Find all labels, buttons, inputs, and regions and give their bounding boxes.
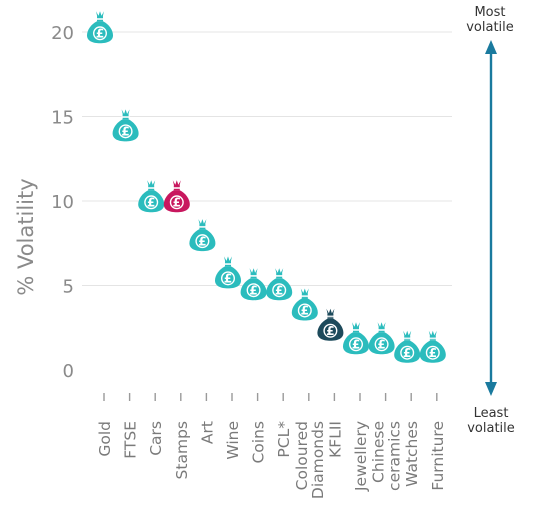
y-tick-label: 5 — [63, 277, 74, 298]
svg-text:£: £ — [275, 283, 283, 297]
svg-text:£: £ — [377, 337, 385, 351]
svg-text:£: £ — [301, 304, 309, 318]
money-bag-icon-coloured-diamonds: £ — [291, 288, 318, 321]
y-tick-label: 20 — [51, 23, 74, 44]
money-bag-markers: £ £ £ £ £ £ £ £ £ £ £ £ £ £ — [87, 11, 446, 363]
category-label-coins: Coins — [250, 421, 268, 464]
category-label-wine: Wine — [224, 421, 242, 460]
category-label-watches: Watches — [403, 421, 421, 487]
arrow-head-up — [485, 40, 497, 54]
svg-text:£: £ — [198, 234, 206, 248]
grid-lines — [82, 31, 452, 286]
category-label-chinese-ceramics: Chineseceramics — [370, 421, 404, 491]
svg-text:£: £ — [147, 196, 155, 210]
svg-text:£: £ — [429, 346, 437, 360]
money-bag-icon-art: £ — [189, 219, 216, 252]
svg-text:£: £ — [96, 27, 104, 41]
svg-text:£: £ — [224, 272, 232, 286]
category-label-pcl: PCL* — [275, 421, 293, 458]
money-bag-icon-coins: £ — [240, 268, 267, 301]
svg-text:£: £ — [403, 346, 411, 360]
money-bag-icon-chinese-ceramics: £ — [368, 322, 395, 355]
category-label-art: Art — [198, 421, 216, 444]
category-label-kflii: KFLII — [326, 421, 344, 458]
money-bag-icon-wine: £ — [215, 256, 241, 289]
x-axis-ticks — [103, 393, 438, 401]
category-label-ftse: FTSE — [122, 421, 140, 459]
money-bag-icon-ftse: £ — [112, 109, 139, 142]
money-bag-icon-kflii: £ — [317, 308, 344, 341]
money-bag-icon-jewellery: £ — [343, 322, 369, 355]
money-bag-icon-watches: £ — [394, 330, 421, 363]
svg-text:£: £ — [249, 283, 257, 297]
money-bag-icon-cars: £ — [138, 180, 165, 213]
category-label-cars: Cars — [147, 421, 165, 456]
svg-text:£: £ — [326, 324, 334, 338]
y-tick-label: 10 — [51, 192, 74, 213]
money-bag-icon-gold: £ — [87, 11, 113, 44]
category-label-coloured-diamonds: ColouredDiamonds — [293, 421, 327, 499]
volatility-arrow — [485, 40, 497, 396]
money-bag-icon-stamps: £ — [163, 180, 190, 213]
y-tick-label: 0 — [63, 361, 74, 382]
category-label-jewellery: Jewellery — [352, 421, 370, 492]
money-bag-icon-furniture: £ — [419, 330, 446, 363]
y-axis-label: % Volatility — [14, 178, 38, 295]
y-tick-label: 15 — [51, 108, 74, 129]
svg-text:£: £ — [352, 337, 360, 351]
category-labels: Gold FTSE Cars Stamps Art Wine Coins PCL* Colour… — [96, 421, 447, 499]
money-bag-icon-pcl: £ — [266, 268, 293, 301]
category-label-furniture: Furniture — [429, 421, 447, 491]
y-axis-ticks: 0 5 10 15 20 — [51, 23, 74, 382]
most-volatile-label: Most volatile — [466, 5, 514, 35]
category-label-stamps: Stamps — [173, 421, 191, 479]
annotations: Most volatile Least volatile — [466, 5, 515, 436]
least-volatile-label: Least volatile — [467, 406, 515, 436]
arrow-head-down — [485, 382, 497, 396]
svg-text:£: £ — [173, 196, 181, 210]
svg-text:£: £ — [121, 125, 129, 139]
category-label-gold: Gold — [96, 421, 114, 457]
